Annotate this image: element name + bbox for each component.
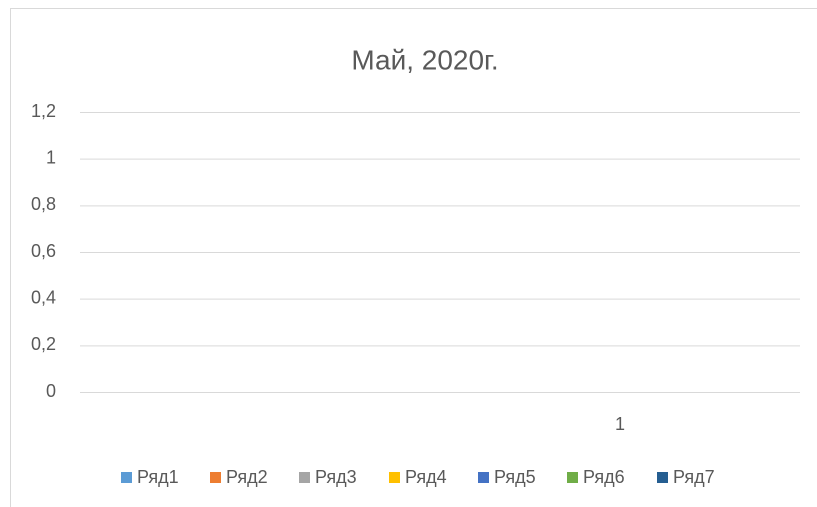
y-tick-label: 0,4: [31, 287, 56, 307]
legend-label: Ряд2: [226, 467, 268, 487]
y-tick-label: 0: [46, 381, 56, 401]
legend-label: Ряд4: [405, 467, 447, 487]
legend-swatch: [567, 472, 578, 483]
y-tick-label: 0,8: [31, 194, 56, 214]
y-tick-label: 0,2: [31, 334, 56, 354]
y-tick-label: 1: [46, 147, 56, 167]
legend-label: Ряд5: [494, 467, 536, 487]
legend-label: Ряд7: [673, 467, 715, 487]
y-tick-label: 1,2: [31, 101, 56, 121]
legend-label: Ряд1: [137, 467, 179, 487]
legend-swatch: [657, 472, 668, 483]
legend-swatch: [389, 472, 400, 483]
y-tick-label: 0,6: [31, 241, 56, 261]
x-tick-label: 1: [615, 414, 625, 434]
legend-label: Ряд6: [583, 467, 625, 487]
legend-label: Ряд3: [315, 467, 357, 487]
legend-swatch: [478, 472, 489, 483]
legend-swatch: [210, 472, 221, 483]
chart-frame: [10, 8, 817, 507]
legend-swatch: [299, 472, 310, 483]
chart-title: Май, 2020г.: [351, 44, 498, 75]
legend-swatch: [121, 472, 132, 483]
